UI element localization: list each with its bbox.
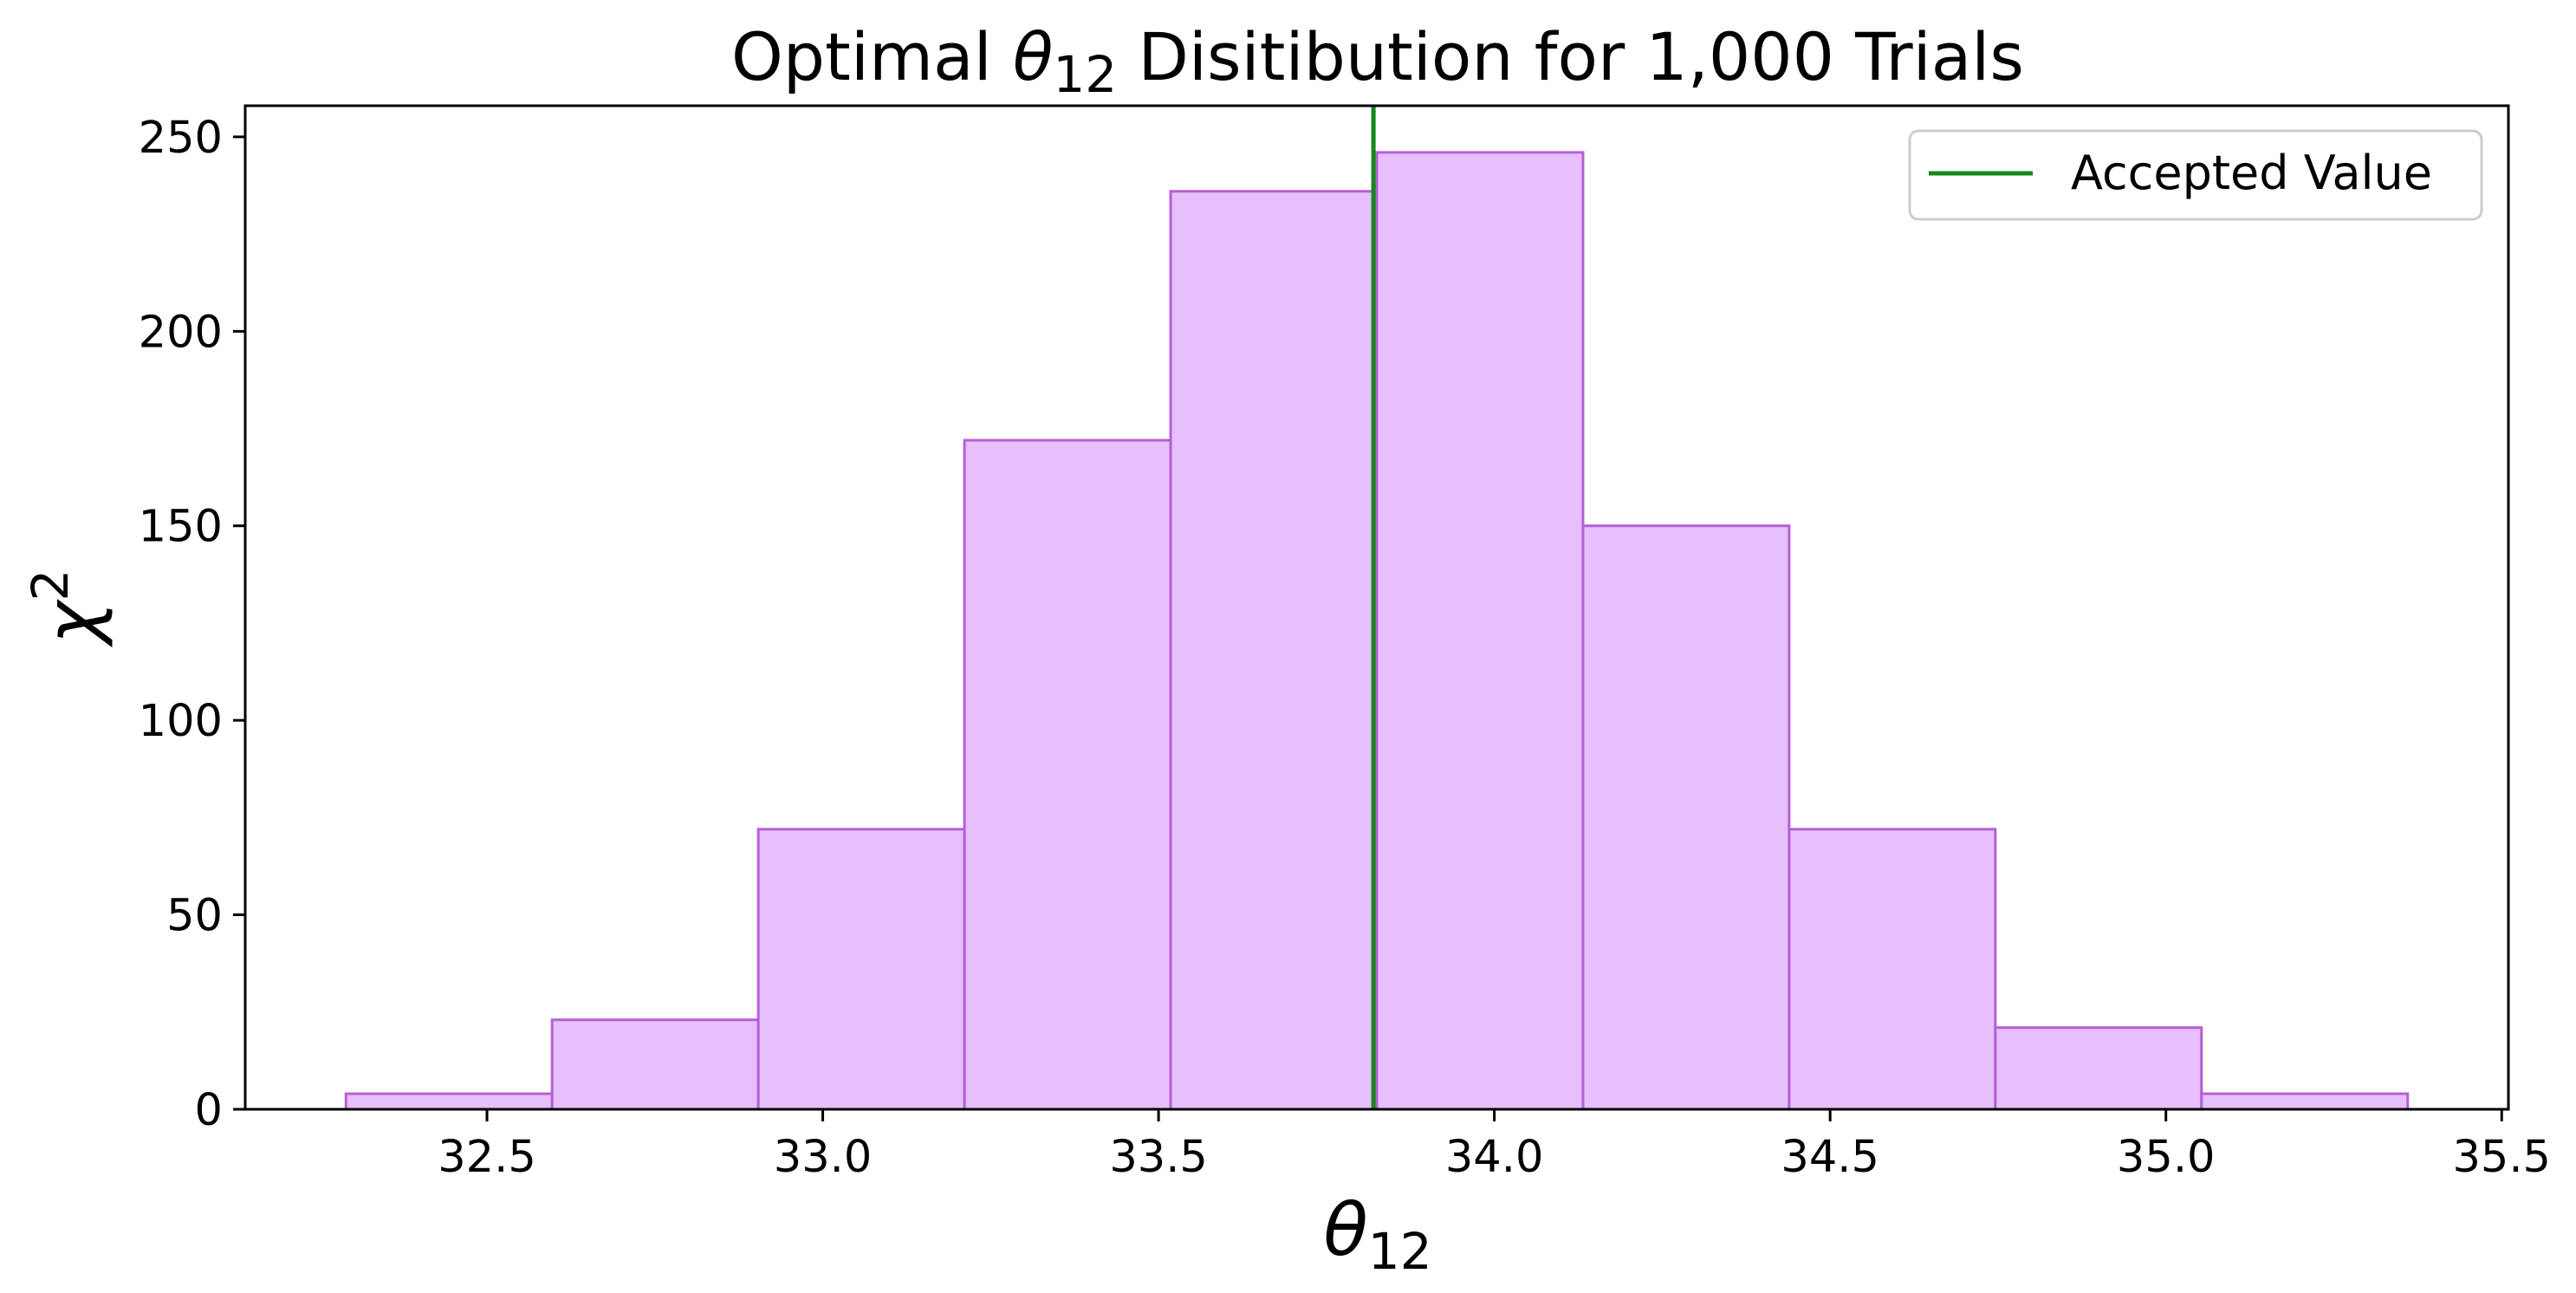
plot-frame — [243, 104, 2510, 1111]
histogram-bar — [344, 1092, 554, 1111]
y-tick-label: 150 — [139, 502, 223, 553]
x-axis-label: θ12 — [1323, 1187, 1431, 1281]
histogram-bar — [1169, 190, 1379, 1111]
histogram-bar — [1375, 151, 1585, 1111]
y-tick-label: 200 — [139, 307, 223, 358]
x-tick-label: 34.0 — [1445, 1132, 1544, 1183]
y-tick-label: 50 — [166, 891, 223, 942]
x-tick-label: 35.0 — [2117, 1132, 2216, 1183]
y-axis-label: χ2 — [21, 569, 114, 648]
histogram-bar — [1581, 524, 1791, 1111]
y-tick-label: 0 — [195, 1085, 223, 1136]
histogram-bar — [1788, 828, 1997, 1111]
y-tick-label: 250 — [139, 113, 223, 164]
y-axis-ticks: 0 50 100 150 200 250 — [139, 113, 245, 1136]
title-prefix: Optimal — [731, 18, 1013, 95]
y-axis-label-superscript: 2 — [21, 569, 80, 601]
x-axis-label-symbol: θ — [1323, 1187, 1367, 1272]
title-subscript: 12 — [1053, 45, 1117, 104]
histogram-bar — [2200, 1092, 2410, 1111]
histogram-bar — [756, 828, 966, 1111]
legend-label: Accepted Value — [2071, 146, 2432, 200]
x-tick-label: 34.5 — [1781, 1132, 1879, 1183]
legend-box — [1908, 129, 2483, 221]
histogram-bar — [550, 1018, 760, 1111]
histogram-bar — [963, 439, 1172, 1111]
title-theta-symbol: θ — [1013, 18, 1054, 95]
x-tick-label: 33.0 — [774, 1132, 873, 1183]
x-axis-ticks: 32.5 33.0 33.5 34.0 34.5 35.0 35.5 — [438, 1109, 2551, 1183]
legend: Accepted Value — [1908, 129, 2483, 221]
y-tick-label: 100 — [139, 696, 223, 747]
x-tick-label: 35.5 — [2452, 1132, 2551, 1183]
x-tick-label: 33.5 — [1109, 1132, 1208, 1183]
histogram-bar — [1994, 1026, 2203, 1111]
histogram-bars — [344, 151, 2410, 1111]
x-tick-label: 32.5 — [438, 1132, 536, 1183]
title-suffix: Disitibution for 1,000 Trials — [1117, 18, 2024, 95]
chart-title: Optimal θ12 Disitibution for 1,000 Trial… — [731, 18, 2024, 104]
x-axis-label-subscript: 12 — [1368, 1222, 1432, 1281]
y-axis-label-symbol: χ — [29, 598, 114, 647]
